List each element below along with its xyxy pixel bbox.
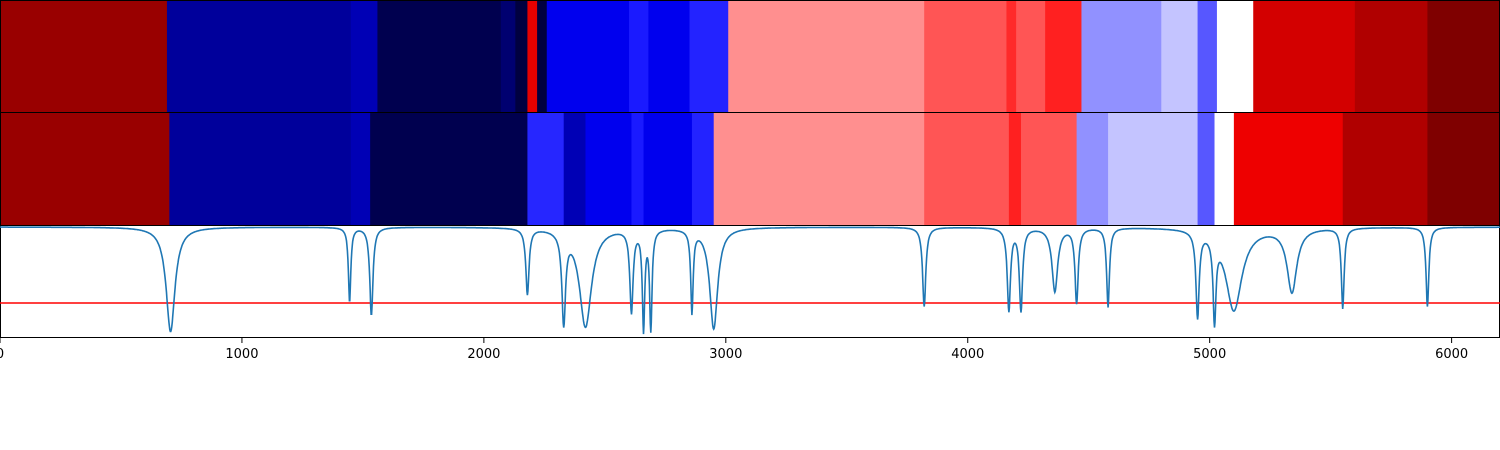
heatmap-cell-r1-18 — [1233, 113, 1344, 225]
heatmap-cell-r0-6 — [527, 0, 538, 112]
heatmap-cell-r0-17 — [1081, 0, 1162, 112]
x-tick-label-2000: 2000 — [467, 347, 500, 362]
heatmap-row-top — [0, 0, 1500, 112]
heatmap-cell-r1-6 — [585, 113, 633, 225]
x-tick-label-1000: 1000 — [225, 347, 258, 362]
heatmap-cell-r0-5 — [515, 0, 529, 112]
heatmap-cell-r1-5 — [563, 113, 587, 225]
heatmap-cell-r0-15 — [1016, 0, 1046, 112]
heatmap-cell-r0-0 — [0, 0, 168, 112]
heatmap-cell-r1-11 — [924, 113, 1010, 225]
spectrum-frame — [0, 225, 1500, 338]
heatmap-cell-r1-12 — [1008, 113, 1022, 225]
heatmap-cell-r1-14 — [1076, 113, 1109, 225]
heatmap-cell-r1-10 — [713, 113, 925, 225]
heatmap-cell-r1-19 — [1342, 113, 1429, 225]
x-axis: 0 1000 2000 3000 4000 5000 6000 — [0, 338, 1468, 362]
heatmap-cell-r1-13 — [1020, 113, 1078, 225]
heatmap-cell-r0-22 — [1354, 0, 1429, 112]
heatmap-cell-r0-7 — [537, 0, 548, 112]
heatmap-cell-r0-23 — [1427, 0, 1500, 112]
heatmap-cell-r0-8 — [546, 0, 630, 112]
heatmap-cell-r0-20 — [1216, 0, 1254, 112]
x-tick-label-6000: 6000 — [1435, 347, 1468, 362]
heatmap-cell-r0-10 — [648, 0, 691, 112]
heatmap-cell-r0-21 — [1253, 0, 1356, 112]
heatmap-cell-r0-2 — [350, 0, 379, 112]
heatmap-cell-r0-4 — [500, 0, 516, 112]
heatmap-cell-r0-12 — [728, 0, 925, 112]
heatmap-cell-r1-3 — [370, 113, 529, 225]
heatmap-cell-r0-11 — [689, 0, 729, 112]
heatmap-cell-r0-13 — [924, 0, 1008, 112]
x-tick-label-5000: 5000 — [1193, 347, 1226, 362]
x-tick-label-0: 0 — [0, 347, 4, 362]
heatmap-cell-r0-16 — [1045, 0, 1083, 112]
heatmap-cell-r1-15 — [1108, 113, 1199, 225]
heatmap-row-bottom — [0, 113, 1500, 225]
heatmap-cell-r0-1 — [166, 0, 352, 112]
heatmap-cell-r1-17 — [1214, 113, 1235, 225]
heatmap-cell-r1-7 — [631, 113, 645, 225]
heatmap-cell-r1-0 — [0, 113, 170, 225]
heatmap-cell-r1-9 — [691, 113, 715, 225]
heatmap-cell-r0-14 — [1006, 0, 1017, 112]
heatmap-cell-r1-16 — [1197, 113, 1216, 225]
spectrum-line — [0, 226, 1500, 335]
heatmap-cell-r1-4 — [527, 113, 565, 225]
heatmap-cell-r0-9 — [629, 0, 649, 112]
heatmap-cell-r1-1 — [169, 113, 352, 225]
spectrum-panel — [0, 225, 1500, 338]
heatmap-cell-r0-19 — [1197, 0, 1218, 112]
x-tick-label-3000: 3000 — [709, 347, 742, 362]
heatmap-cell-r1-20 — [1427, 113, 1500, 225]
heatmap-cell-r1-2 — [350, 113, 371, 225]
heatmap-cell-r0-18 — [1161, 0, 1199, 112]
x-tick-label-4000: 4000 — [951, 347, 984, 362]
heatmap-cell-r0-3 — [377, 0, 502, 112]
heatmap-cell-r1-8 — [643, 113, 693, 225]
